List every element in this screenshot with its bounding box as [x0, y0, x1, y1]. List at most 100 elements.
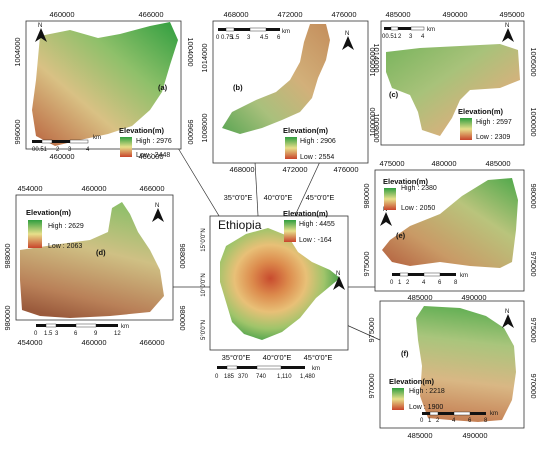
ethiopia-scale-2: 370: [238, 374, 249, 380]
panel-b-legend: Elevation(m) High : 2906 Low : 2554: [283, 126, 336, 161]
panel-f-scale-1: 1: [428, 418, 432, 424]
ethiopia-xtick-top-3: 45°0'0"E: [306, 193, 335, 202]
panel-f-scale-0: 0: [420, 418, 424, 424]
north-arrow-icon: [502, 314, 514, 328]
panel-e-scale-2: 2: [406, 280, 410, 286]
panel-d-scale-unit: km: [121, 324, 129, 330]
panel-a-scale-1: 2: [56, 147, 60, 153]
panel-f-legend: Elevation(m) High : 2218 Low : 1900: [389, 377, 445, 411]
ethiopia-scale-5: 1,480: [300, 374, 316, 380]
scalebar-d: 0 1.5 3 6 9 12 km: [34, 323, 129, 337]
panel-b-ytick-right-2: 1008000: [372, 113, 381, 142]
panel-a-terrain: [32, 22, 178, 146]
panel-e-low: Low : 2050: [401, 205, 435, 212]
panel-d-ytick-2: 980000: [3, 305, 12, 330]
panel-e-scale-3: 4: [422, 280, 426, 286]
panel-b-label: (b): [233, 83, 243, 92]
panel-a-label: (a): [158, 83, 168, 92]
panel-f-legend-ramp: [392, 388, 404, 410]
panel-f-terrain: [416, 306, 516, 422]
panel-e-legend-ramp: [384, 188, 396, 210]
panel-a-scale-0: 00.51: [32, 147, 48, 153]
panel-a-xtick-1: 460000: [49, 10, 74, 19]
panel-e-ytick-right-2: 975000: [529, 251, 538, 276]
ethiopia-map: Ethiopia 35°0'0"E 40°0'0"E 45°0'0"E 35°0…: [201, 193, 349, 380]
panel-d-scale-4: 9: [94, 331, 98, 337]
panel-e-scale-5: 8: [454, 280, 458, 286]
panel-c-xtick-2: 490000: [442, 10, 467, 19]
panel-a-xtick-bottom-2: 466000: [138, 152, 163, 161]
panel-c-low: Low : 2309: [476, 134, 510, 141]
panel-b-legend-ramp: [285, 137, 297, 159]
panel-f-ytick-right-2: 970000: [529, 373, 538, 398]
north-label-d: N: [155, 203, 159, 209]
panel-b-xtick-bottom-3: 476000: [333, 165, 358, 174]
panel-a-scale-2: 3: [68, 147, 72, 153]
panel-e-scale-1: 1: [398, 280, 402, 286]
ethiopia-title: Ethiopia: [218, 218, 262, 232]
ethiopia-legend: Elevation(m) High : 4455 Low : -164: [283, 209, 335, 244]
ethiopia-xtick-top-1: 35°0'0"E: [224, 193, 253, 202]
north-arrow-f: N: [502, 309, 514, 328]
panel-b-xtick-1: 468000: [223, 10, 248, 19]
north-arrow-a: N: [35, 23, 47, 42]
panel-b-scale-1: 0.75: [221, 35, 233, 41]
panel-b-scale-3: 3: [247, 35, 251, 41]
north-label-a: N: [38, 23, 42, 29]
panel-c-high: High : 2597: [476, 119, 512, 126]
panel-e-xtick-3: 485000: [485, 159, 510, 168]
panel-f: 485000 490000 975000 970000 975000 97000…: [367, 300, 538, 440]
panel-f-low: Low : 1900: [409, 404, 443, 411]
panel-c-ytick-right-2: 1000000: [529, 107, 538, 136]
panel-f-xtick-bottom-1: 485000: [407, 431, 432, 440]
panel-f-scale-5: 8: [484, 418, 488, 424]
panel-d-xtick-3: 466000: [139, 184, 164, 193]
ethiopia-legend-title: Elevation(m): [283, 209, 329, 218]
panel-b-scale-4: 4.5: [260, 35, 269, 41]
panel-c-scale-1: 2: [398, 34, 402, 40]
panel-c-ytick-1: 1005000: [368, 47, 377, 76]
panel-e-label: (e): [396, 231, 406, 240]
ethiopia-low: Low : -164: [299, 237, 332, 244]
panel-a-xtick-2: 466000: [138, 10, 163, 19]
panel-d-xtick-bottom-2: 460000: [81, 338, 106, 347]
panel-c-ytick-right-1: 1005000: [529, 47, 538, 76]
panel-d-low: Low : 2063: [48, 243, 82, 250]
ethiopia-terrain: [220, 228, 340, 340]
ethiopia-scale-0: 0: [215, 374, 219, 380]
north-label-c: N: [505, 23, 509, 29]
panel-b-xtick-bottom-2: 472000: [282, 165, 307, 174]
panel-a-high: High : 2976: [136, 138, 172, 145]
panel-e-scale-0: 0: [390, 280, 394, 286]
panel-b-ytick-2: 1008000: [200, 113, 209, 142]
panel-c-terrain: [386, 44, 520, 136]
panel-e-high: High : 2380: [401, 185, 437, 192]
panel-d-legend: Elevation(m) High : 2629 Low : 2063: [26, 208, 84, 250]
panel-c-scale-0: 00.51: [382, 34, 398, 40]
north-arrow-icon: [380, 212, 392, 226]
panel-e-scale-4: 6: [438, 280, 442, 286]
panel-b-xtick-3: 476000: [331, 10, 356, 19]
panel-b: 468000 472000 476000 468000 472000 47600…: [200, 10, 381, 174]
panel-e-ytick-1: 980000: [362, 183, 371, 208]
panel-b-scale-unit: km: [282, 29, 290, 35]
panel-d-terrain: [20, 202, 164, 318]
panel-a-legend: Elevation(m) High : 2976 Low : 2448: [119, 126, 172, 159]
panel-e: 475000 480000 485000 485000 490000 98000…: [362, 159, 538, 302]
panel-f-xtick-bottom-2: 490000: [462, 431, 487, 440]
panel-a-ytick-right-1: 1004000: [186, 37, 195, 66]
panel-c-legend-title: Elevation(m): [458, 107, 504, 116]
scalebar-ethiopia: 0 185 370 740 1,110 1,480 km: [215, 365, 320, 380]
north-label-ethiopia: N: [336, 271, 340, 277]
panel-e-scale-unit: km: [460, 273, 468, 279]
scalebar-b: 0 0.75 1.5 3 4.5 6 km: [216, 27, 290, 41]
panel-c-ytick-2: 1000000: [368, 107, 377, 136]
panel-c-xtick-3: 495000: [499, 10, 524, 19]
panel-a-low: Low : 2448: [136, 152, 170, 159]
panel-d-scale-5: 12: [114, 331, 121, 337]
panel-c-label: (c): [389, 90, 399, 99]
ethiopia-xtick-bottom-1: 35°0'0"E: [222, 353, 251, 362]
ethiopia-ytick-3: 5°0'0"N: [201, 320, 207, 340]
ethiopia-ytick-2: 10°0'0"N: [201, 273, 207, 296]
panel-d-ytick-right-2: 980000: [178, 305, 187, 330]
